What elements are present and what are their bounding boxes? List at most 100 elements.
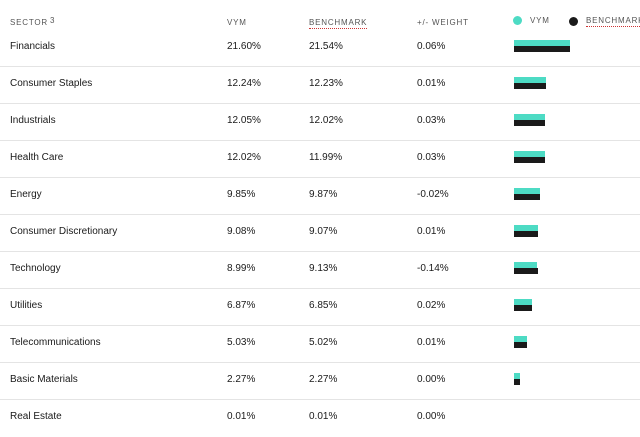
legend-vym: VYM	[513, 16, 550, 25]
table-row: Consumer Discretionary 9.08% 9.07% 0.01%	[0, 215, 640, 252]
table-row: Health Care 12.02% 11.99% 0.03%	[0, 141, 640, 178]
benchmark-weight-cell: 21.54%	[309, 41, 343, 52]
weight-difference-cell: 0.00%	[417, 411, 446, 422]
legend-benchmark-label[interactable]: BENCHMARK	[586, 16, 640, 27]
vym-weight-cell: 12.24%	[227, 78, 261, 89]
benchmark-column-header[interactable]: BENCHMARK	[309, 18, 368, 29]
benchmark-bar	[514, 305, 532, 311]
benchmark-bar	[514, 342, 527, 348]
sector-cell: Real Estate	[10, 411, 62, 422]
table-row: Energy 9.85% 9.87% -0.02%	[0, 178, 640, 215]
weight-bars	[514, 410, 634, 424]
benchmark-weight-cell: 0.01%	[309, 411, 338, 422]
vym-bar	[514, 373, 520, 379]
vym-bar	[514, 151, 546, 157]
weight-bars	[514, 40, 634, 54]
weight-bars	[514, 114, 634, 128]
sector-column-header[interactable]: SECTOR 3	[10, 16, 55, 27]
sector-cell: Technology	[10, 263, 61, 274]
weight-column-header[interactable]: +/- WEIGHT	[417, 18, 469, 27]
weight-bars	[514, 225, 634, 239]
weight-difference-cell: 0.06%	[417, 41, 446, 52]
vym-weight-cell: 9.85%	[227, 189, 256, 200]
benchmark-bar	[514, 83, 546, 89]
sector-table-body: Financials 21.60% 21.54% 0.06% Consumer Stap…	[0, 30, 640, 437]
vym-bar	[514, 77, 546, 83]
table-row: Basic Materials 2.27% 2.27% 0.00%	[0, 363, 640, 400]
vym-bar	[514, 336, 527, 342]
weight-difference-cell: -0.14%	[417, 263, 449, 274]
weight-difference-cell: 0.03%	[417, 152, 446, 163]
table-row: Financials 21.60% 21.54% 0.06%	[0, 30, 640, 67]
weight-difference-cell: 0.00%	[417, 374, 446, 385]
weight-bars	[514, 188, 634, 202]
weight-bars	[514, 299, 634, 313]
benchmark-bar	[514, 231, 538, 237]
sector-cell: Basic Materials	[10, 374, 78, 385]
table-row: Telecommunications 5.03% 5.02% 0.01%	[0, 326, 640, 363]
sector-cell: Utilities	[10, 300, 43, 311]
sector-cell: Telecommunications	[10, 337, 101, 348]
vym-bar	[514, 188, 540, 194]
sector-header-label: SECTOR	[10, 18, 48, 27]
footnote-marker[interactable]: 3	[50, 16, 55, 25]
table-row: Real Estate 0.01% 0.01% 0.00%	[0, 400, 640, 437]
weight-difference-cell: -0.02%	[417, 189, 449, 200]
table-header: SECTOR 3 VYM BENCHMARK +/- WEIGHT VYM BEN…	[0, 0, 640, 34]
benchmark-bar	[514, 194, 540, 200]
vym-weight-cell: 8.99%	[227, 263, 256, 274]
vym-dot-icon	[513, 16, 522, 25]
vym-bar	[514, 299, 532, 305]
benchmark-weight-cell: 5.02%	[309, 337, 338, 348]
benchmark-weight-cell: 11.99%	[309, 152, 343, 163]
weight-bars	[514, 77, 634, 91]
benchmark-weight-cell: 6.85%	[309, 300, 338, 311]
vym-bar	[514, 262, 538, 268]
vym-bar	[514, 114, 546, 120]
benchmark-bar	[514, 157, 546, 163]
vym-weight-cell: 12.05%	[227, 115, 261, 126]
vym-column-header[interactable]: VYM	[227, 18, 247, 27]
benchmark-weight-cell: 12.02%	[309, 115, 343, 126]
benchmark-weight-cell: 9.13%	[309, 263, 338, 274]
benchmark-weight-cell: 9.07%	[309, 226, 338, 237]
vym-bar	[514, 225, 538, 231]
weight-difference-cell: 0.01%	[417, 226, 446, 237]
weight-bars	[514, 336, 634, 350]
table-row: Consumer Staples 12.24% 12.23% 0.01%	[0, 67, 640, 104]
sector-cell: Consumer Discretionary	[10, 226, 118, 237]
sector-cell: Energy	[10, 189, 42, 200]
weight-difference-cell: 0.01%	[417, 78, 446, 89]
sector-cell: Financials	[10, 41, 56, 52]
weight-bars	[514, 262, 634, 276]
benchmark-bar	[514, 268, 538, 274]
legend-vym-label: VYM	[530, 16, 550, 25]
legend-benchmark: BENCHMARK	[569, 16, 640, 27]
table-row: Industrials 12.05% 12.02% 0.03%	[0, 104, 640, 141]
vym-weight-cell: 2.27%	[227, 374, 256, 385]
weight-difference-cell: 0.01%	[417, 337, 446, 348]
benchmark-weight-cell: 2.27%	[309, 374, 338, 385]
vym-weight-cell: 0.01%	[227, 411, 256, 422]
weight-bars	[514, 373, 634, 387]
table-row: Utilities 6.87% 6.85% 0.02%	[0, 289, 640, 326]
benchmark-bar	[514, 46, 570, 52]
sector-cell: Industrials	[10, 115, 56, 126]
sector-cell: Health Care	[10, 152, 64, 163]
weight-difference-cell: 0.02%	[417, 300, 446, 311]
vym-weight-cell: 21.60%	[227, 41, 261, 52]
sector-cell: Consumer Staples	[10, 78, 93, 89]
vym-weight-cell: 12.02%	[227, 152, 261, 163]
benchmark-dot-icon	[569, 17, 578, 26]
vym-weight-cell: 6.87%	[227, 300, 256, 311]
vym-weight-cell: 5.03%	[227, 337, 256, 348]
benchmark-bar	[514, 120, 546, 126]
benchmark-bar	[514, 379, 520, 385]
benchmark-weight-cell: 12.23%	[309, 78, 343, 89]
vym-bar	[514, 40, 570, 46]
weight-difference-cell: 0.03%	[417, 115, 446, 126]
table-row: Technology 8.99% 9.13% -0.14%	[0, 252, 640, 289]
benchmark-weight-cell: 9.87%	[309, 189, 338, 200]
vym-weight-cell: 9.08%	[227, 226, 256, 237]
weight-bars	[514, 151, 634, 165]
